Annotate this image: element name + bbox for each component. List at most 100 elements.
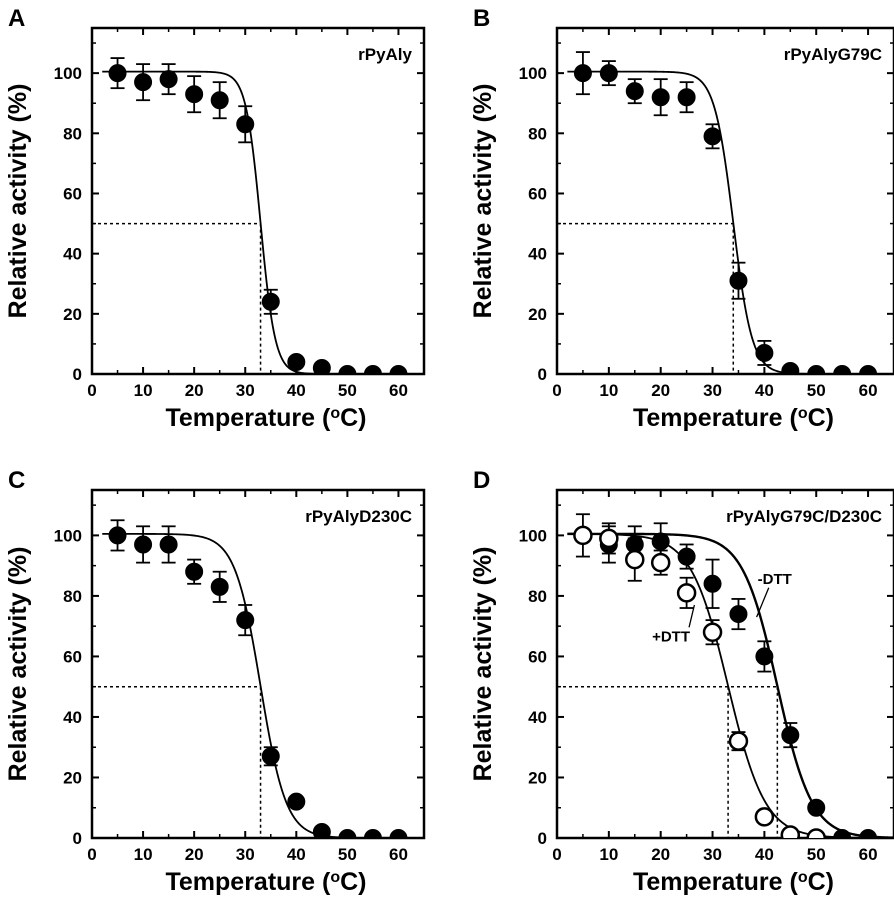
x-axis-label-sup: o <box>330 869 340 886</box>
data-point-open <box>599 528 619 549</box>
chart-panel-b: B 0 10 20 30 40 50 60 0 20 40 60 80 100 Temperature (o… <box>469 5 894 432</box>
data-point <box>729 605 748 624</box>
panel-letter: A <box>8 5 25 32</box>
fit-curve-filled <box>567 70 894 374</box>
data-point <box>389 829 408 838</box>
data-point <box>159 535 178 554</box>
x-tick-label: 0 <box>552 845 561 864</box>
x-axis-label-sup: o <box>798 869 808 886</box>
y-axis-label: Relative activity (%) <box>469 547 497 782</box>
x-tick-label: 0 <box>87 381 96 400</box>
x-tick-label: 40 <box>755 845 774 864</box>
data-point <box>185 85 204 104</box>
data-point-open <box>650 552 671 573</box>
panel-letter: B <box>473 5 490 32</box>
y-axis-label: Relative activity (%) <box>4 84 32 319</box>
data-point <box>363 829 382 838</box>
x-axis-label: Temperature (oC) <box>165 868 366 896</box>
annotation-leader <box>756 587 770 618</box>
x-tick-label: 20 <box>651 845 670 864</box>
data-point <box>134 73 153 92</box>
data-point <box>159 70 178 89</box>
data-point <box>703 574 722 593</box>
y-tick-label: 40 <box>63 708 82 727</box>
data-point <box>859 365 878 374</box>
y-tick-label: 80 <box>528 124 547 143</box>
y-tick-label: 0 <box>73 829 82 848</box>
data-point <box>185 562 204 581</box>
data-point-open <box>573 525 593 546</box>
x-axis-label-tail: C) <box>808 868 834 896</box>
y-tick-label: 20 <box>63 768 82 787</box>
plot-frame <box>90 26 426 376</box>
data-point <box>677 547 696 566</box>
x-tick-label: 60 <box>859 845 878 864</box>
y-tick-label: 40 <box>63 245 82 264</box>
y-tick-label: 80 <box>63 124 82 143</box>
data-point <box>677 88 696 107</box>
x-tick-label: 60 <box>389 381 408 400</box>
data-point <box>236 115 255 134</box>
annotation-leader <box>688 604 696 628</box>
x-axis-label-main: Temperature ( <box>633 404 799 432</box>
x-tick-label: 40 <box>755 381 774 400</box>
data-point <box>287 352 306 371</box>
y-tick-label: 0 <box>538 829 547 848</box>
x-tick-label: 50 <box>338 381 357 400</box>
data-point <box>859 829 878 838</box>
x-tick-label: 50 <box>807 845 826 864</box>
data-point <box>108 64 127 83</box>
x-tick-label: 50 <box>807 381 826 400</box>
panel-title: rPyAlyG79C <box>784 45 882 64</box>
data-point-open <box>702 622 723 642</box>
panel-title: rPyAlyG79C/D230C <box>726 507 882 526</box>
x-axis-label-tail: C) <box>340 868 366 896</box>
annotation-label: -DTT <box>758 571 792 588</box>
x-axis-label: Temperature (oC) <box>633 404 834 432</box>
data-point <box>625 82 644 101</box>
x-tick-label: 10 <box>134 381 153 400</box>
data-point <box>651 88 670 107</box>
data-point <box>755 647 774 666</box>
fit-curve-filled <box>567 532 894 838</box>
data-point <box>210 577 229 596</box>
fit-curve-filled <box>102 70 424 374</box>
y-tick-label: 0 <box>73 365 82 384</box>
y-axis-label: Relative activity (%) <box>469 84 497 319</box>
x-tick-label: 10 <box>134 845 153 864</box>
data-point-open <box>806 828 826 838</box>
data-point <box>236 611 255 630</box>
plot-frame <box>90 488 426 840</box>
data-point <box>703 127 722 146</box>
panel-title: rPyAly <box>358 45 412 64</box>
plot-area <box>557 51 894 374</box>
y-tick-label: 40 <box>528 708 547 727</box>
x-tick-label: 20 <box>185 381 204 400</box>
data-point <box>833 829 852 838</box>
data-point-open <box>780 825 801 838</box>
data-point <box>781 726 800 745</box>
data-point <box>338 365 357 374</box>
data-point <box>261 747 280 766</box>
chart-panel-a: A 0 10 20 30 40 50 60 0 20 40 60 80 100 Temperature (o… <box>4 5 426 432</box>
panel-letter: C <box>8 467 25 494</box>
x-tick-label: 30 <box>703 845 722 864</box>
plot-area <box>92 57 424 374</box>
y-tick-label: 100 <box>54 526 82 545</box>
annotation-label: +DTT <box>652 628 690 645</box>
data-point <box>807 798 826 817</box>
x-tick-label: 60 <box>389 845 408 864</box>
fit-curve-filled <box>102 532 424 838</box>
data-point <box>108 526 127 545</box>
x-tick-label: 0 <box>552 381 561 400</box>
x-tick-label: 40 <box>287 845 306 864</box>
x-axis-label: Temperature (oC) <box>633 868 834 896</box>
data-point <box>312 822 331 838</box>
plot-frame <box>555 488 894 840</box>
data-point <box>389 365 408 374</box>
data-point-open <box>754 807 775 827</box>
x-tick-label: 20 <box>651 381 670 400</box>
x-tick-label: 30 <box>236 845 255 864</box>
